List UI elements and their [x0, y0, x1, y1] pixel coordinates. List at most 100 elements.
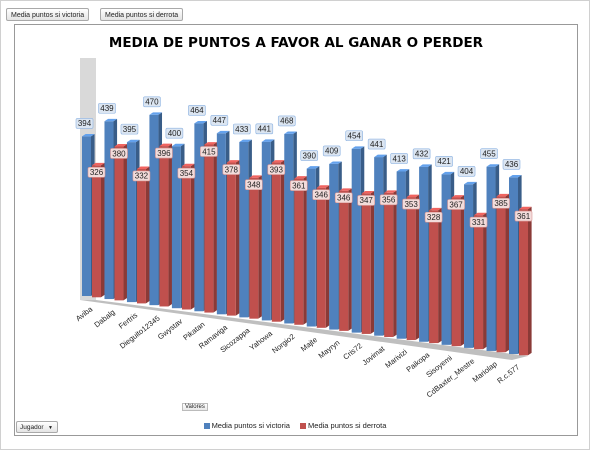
data-label: 421 — [437, 157, 451, 166]
bar-top — [474, 212, 487, 216]
category-tick-label: Cris72 — [341, 341, 364, 361]
bar-top — [204, 142, 217, 145]
data-label: 455 — [482, 149, 496, 158]
bar-top — [451, 195, 465, 198]
data-label-box — [357, 195, 375, 206]
data-label: 441 — [258, 125, 272, 134]
bar-top — [306, 166, 320, 169]
bar — [486, 166, 496, 351]
bar — [114, 146, 124, 301]
data-label-box — [233, 123, 251, 135]
bar — [396, 171, 406, 339]
data-label-box — [177, 167, 196, 179]
bar — [351, 148, 361, 333]
bar-top — [239, 139, 252, 143]
data-label: 394 — [78, 119, 92, 128]
bar — [509, 177, 518, 354]
bar-top — [374, 154, 387, 158]
bar-top — [441, 171, 455, 175]
data-label-box — [98, 102, 116, 114]
data-label: 395 — [123, 125, 137, 134]
bar-top — [226, 160, 240, 163]
category-tick-label: Norgio2 — [270, 332, 296, 355]
data-label: 378 — [225, 165, 239, 174]
bar — [104, 121, 114, 300]
legend-label-defeat: Media puntos si derrota — [308, 421, 387, 430]
legend-item-defeat: Media puntos si derrota — [300, 421, 386, 430]
data-label: 432 — [415, 150, 429, 159]
defeat-field-button[interactable]: Media puntos si derrota — [100, 8, 184, 21]
data-label-box — [222, 164, 241, 175]
bar — [216, 133, 226, 315]
data-label: 385 — [494, 199, 508, 208]
bar — [82, 136, 91, 296]
bar — [429, 210, 439, 344]
bar-side — [528, 206, 532, 356]
bar-top — [271, 160, 285, 163]
bar — [159, 146, 169, 307]
data-label-box — [255, 123, 274, 135]
data-label-box — [289, 180, 308, 191]
data-label: 346 — [337, 194, 351, 203]
bar — [181, 166, 191, 310]
data-label-box — [188, 105, 206, 116]
category-tick-label: Dabalg — [92, 308, 116, 330]
chart-floor — [80, 300, 528, 360]
data-label: 332 — [135, 172, 149, 181]
data-label: 346 — [315, 190, 329, 199]
data-label: 331 — [472, 218, 486, 227]
data-label-box — [379, 194, 398, 206]
data-label-box — [277, 115, 296, 127]
data-label: 436 — [505, 160, 519, 169]
bar — [406, 197, 416, 341]
data-label-box — [120, 123, 139, 135]
data-label-box — [480, 148, 498, 159]
bar-top — [496, 193, 510, 197]
bar — [126, 142, 136, 303]
data-label: 464 — [190, 106, 204, 115]
bar-side — [280, 160, 285, 322]
bar-side — [235, 160, 240, 316]
bar — [496, 196, 506, 353]
data-label: 396 — [157, 149, 171, 158]
data-label-box — [312, 189, 331, 200]
bar-top — [104, 118, 118, 122]
data-label-box — [345, 130, 363, 142]
data-label-box — [245, 179, 263, 191]
player-field-dropdown[interactable]: Jugador ▼ — [16, 421, 58, 433]
data-label-box — [200, 146, 218, 157]
bar-top — [339, 188, 352, 191]
data-label-box — [469, 216, 488, 228]
bar-side — [258, 175, 262, 319]
data-label: 348 — [247, 181, 261, 190]
bar-top — [329, 161, 342, 164]
data-label-box — [210, 114, 229, 126]
bar-side — [438, 207, 442, 344]
bar-top — [429, 207, 442, 211]
bar — [464, 184, 474, 348]
bar-top — [396, 169, 410, 172]
bar — [374, 157, 384, 336]
data-label-box — [502, 159, 521, 170]
bar-top — [92, 162, 105, 166]
chart-title: MEDIA DE PUNTOS A FAVOR AL GANAR O PERDE… — [108, 35, 484, 51]
data-label: 361 — [517, 212, 531, 221]
data-label: 413 — [392, 154, 406, 163]
bar — [136, 168, 146, 304]
victory-field-button[interactable]: Media puntos si victoria — [6, 8, 90, 21]
bar — [384, 192, 394, 337]
bar-side — [190, 163, 195, 310]
category-tick-label: R.c.577 — [495, 362, 521, 385]
data-label-box — [402, 198, 420, 210]
dropdown-arrow-icon: ▼ — [48, 425, 53, 431]
data-label-box — [412, 148, 431, 160]
data-label: 415 — [202, 147, 216, 156]
bar-side — [348, 188, 352, 331]
values-field-button[interactable]: Valores — [182, 403, 208, 411]
bar-top — [171, 143, 185, 147]
bar-side — [145, 166, 150, 304]
category-tick-label: Majte — [299, 335, 319, 353]
bar-top — [361, 190, 375, 194]
bar-top — [149, 112, 163, 115]
bar — [306, 168, 316, 327]
